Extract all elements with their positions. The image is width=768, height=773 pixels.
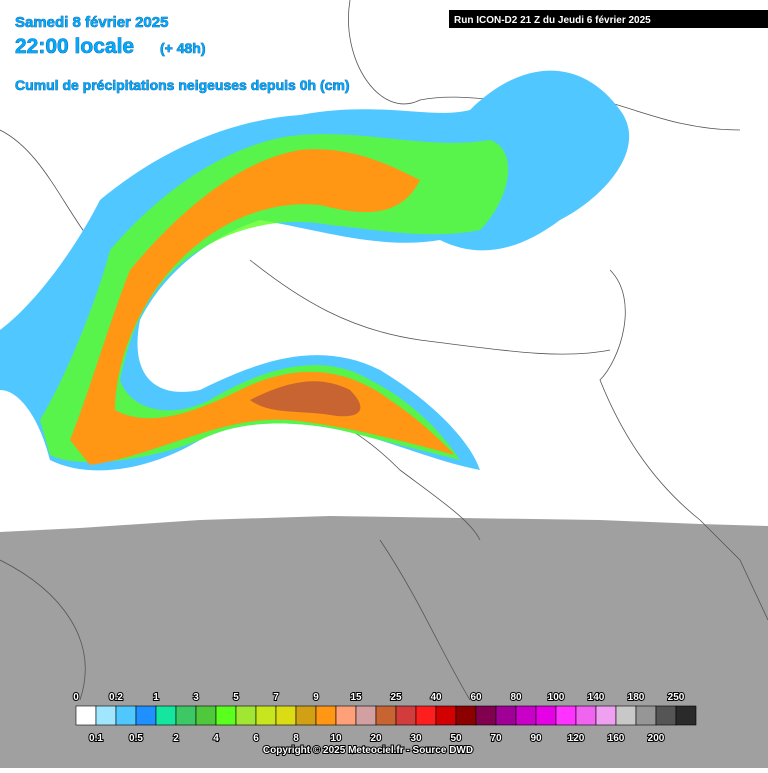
legend-label: 50 — [450, 733, 462, 744]
legend-swatch — [455, 705, 477, 726]
legend-label: 10 — [330, 733, 342, 744]
legend-label: 3 — [193, 692, 199, 703]
legend-label: 5 — [233, 692, 239, 703]
legend-label: 7 — [273, 692, 279, 703]
legend-swatch — [535, 705, 557, 726]
legend-swatch — [435, 705, 457, 726]
legend-label: 200 — [648, 733, 665, 744]
legend-label: 8 — [293, 733, 299, 744]
legend-label: 1 — [153, 692, 159, 703]
legend-label: 0.5 — [129, 733, 143, 744]
legend-swatch — [675, 705, 697, 726]
legend-label: 90 — [530, 733, 542, 744]
field: Cumul de précipitations neigeuses depuis… — [15, 77, 350, 93]
legend-label: 40 — [430, 692, 442, 703]
legend-label: 250 — [668, 692, 685, 703]
legend-swatch — [375, 705, 397, 726]
legend-swatch — [575, 705, 597, 726]
legend-swatch — [135, 705, 157, 726]
legend-label: 20 — [370, 733, 382, 744]
legend-swatch — [635, 705, 657, 726]
legend-label: 9 — [313, 692, 319, 703]
legend-swatch — [255, 705, 277, 726]
legend-label: 4 — [213, 733, 219, 744]
legend-swatch — [335, 705, 357, 726]
legend-swatch — [155, 705, 177, 726]
legend-label: 15 — [350, 692, 362, 703]
legend-swatch — [655, 705, 677, 726]
legend-label: 100 — [548, 692, 565, 703]
legend-label: 140 — [588, 692, 605, 703]
legend-label: 25 — [390, 692, 402, 703]
lead: (+ 48h) — [160, 40, 206, 56]
legend-swatch — [75, 705, 97, 726]
legend-swatch — [415, 705, 437, 726]
time: 22:00 locale — [15, 35, 134, 58]
legend-label: 70 — [490, 733, 502, 744]
legend-swatch — [95, 705, 117, 726]
run-banner — [449, 10, 768, 28]
legend-label: 0.2 — [109, 692, 123, 703]
legend-swatch — [315, 705, 337, 726]
legend-swatch — [295, 705, 317, 726]
legend-swatch — [515, 705, 537, 726]
legend-swatch — [275, 705, 297, 726]
legend-swatch — [235, 705, 257, 726]
legend-label: 180 — [628, 692, 645, 703]
legend-swatch — [395, 705, 417, 726]
legend-label: 6 — [253, 733, 259, 744]
legend-label: 2 — [173, 733, 179, 744]
legend-label: 120 — [568, 733, 585, 744]
legend-swatch — [475, 705, 497, 726]
legend-swatch — [115, 705, 137, 726]
snow-area — [0, 70, 630, 471]
legend-swatch — [175, 705, 197, 726]
legend-label: 160 — [608, 733, 625, 744]
legend-swatch — [595, 705, 617, 726]
legend-label: 30 — [410, 733, 422, 744]
legend-label: 0 — [73, 692, 79, 703]
legend-swatch — [555, 705, 577, 726]
copyright: Copyright © 2025 Meteociel.fr - Source D… — [263, 745, 473, 756]
legend-swatch — [215, 705, 237, 726]
legend-label: 0.1 — [89, 733, 103, 744]
run: Run ICON-D2 21 Z du Jeudi 6 février 2025 — [454, 15, 651, 26]
legend-swatch — [355, 705, 377, 726]
legend-swatch — [495, 705, 517, 726]
legend-swatch — [615, 705, 637, 726]
date: Samedi 8 février 2025 — [15, 14, 168, 31]
legend-label: 80 — [510, 692, 522, 703]
legend-label: 60 — [470, 692, 482, 703]
out-of-domain — [0, 516, 768, 768]
legend-swatch — [195, 705, 217, 726]
